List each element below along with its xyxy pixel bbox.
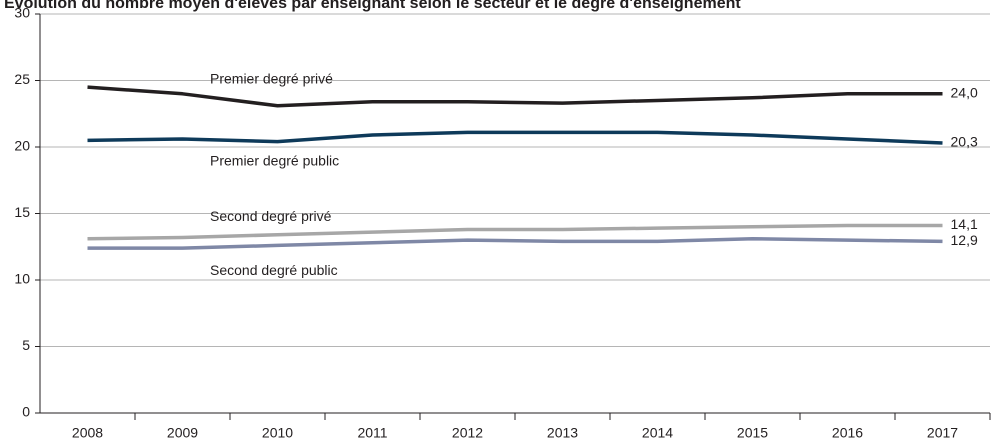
y-tick-label: 0 [22,404,30,420]
x-tick-label: 2008 [72,425,103,441]
y-tick-label: 15 [14,204,30,220]
x-tick-label: 2013 [547,425,578,441]
series-line [87,237,943,250]
x-tick-label: 2014 [642,425,673,441]
series-label: Premier degré public [210,153,339,169]
value-label: 12,9 [951,232,978,248]
x-tick-label: 2016 [832,425,863,441]
x-tick-label: 2010 [262,425,293,441]
x-tick-label: 2017 [927,425,958,441]
y-tick-label: 20 [14,138,30,154]
series-line [87,85,943,108]
value-label: 24,0 [951,85,978,101]
value-label: 20,3 [951,134,978,150]
series-line [87,130,943,145]
chart-title: Évolution du nombre moyen d'élèves par e… [4,0,741,12]
x-tick-label: 2009 [167,425,198,441]
y-tick-label: 5 [22,337,30,353]
x-tick-label: 2011 [357,425,387,441]
series-label: Second degré privé [210,208,332,224]
value-label: 14,1 [951,216,978,232]
y-tick-label: 25 [14,71,30,87]
x-tick-label: 2015 [737,425,768,441]
series-label: Second degré public [210,262,338,278]
series-line [87,223,943,241]
x-tick-label: 2012 [452,425,483,441]
series-label: Premier degré privé [210,71,333,87]
y-tick-label: 10 [14,271,30,287]
y-tick-label: 30 [14,5,30,21]
